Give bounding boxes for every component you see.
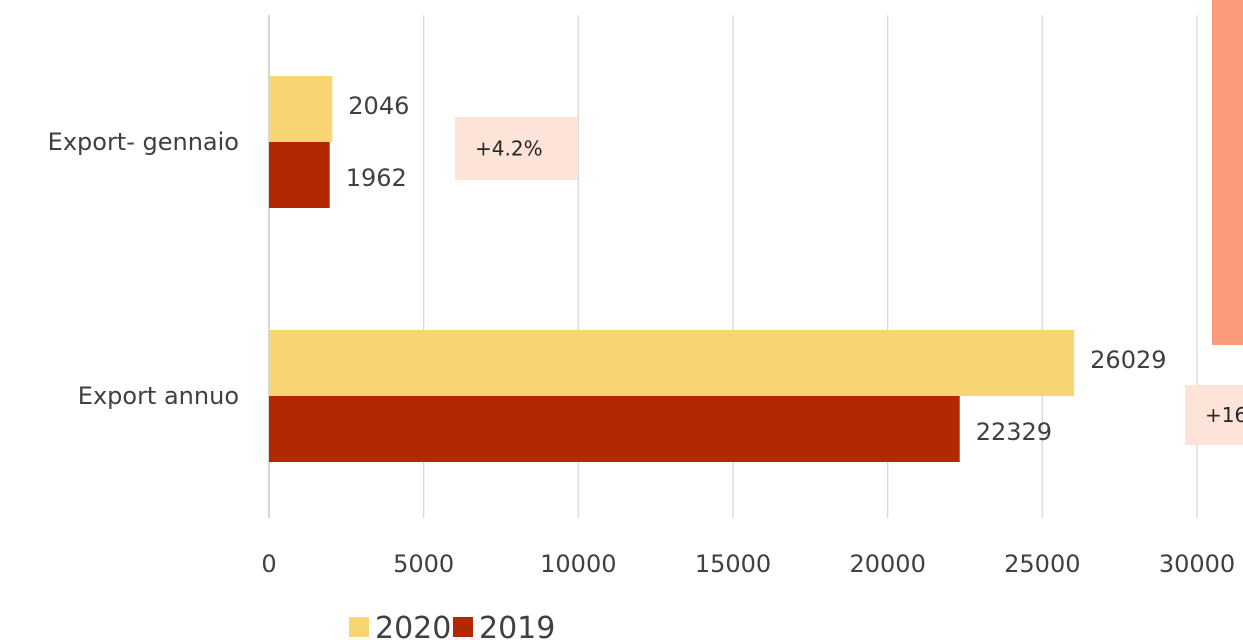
category-label: Export- gennaio bbox=[48, 128, 239, 156]
annotation-label: +4.2% bbox=[475, 137, 543, 161]
legend-swatch-2019 bbox=[453, 617, 473, 637]
legend: 2020 2019 bbox=[349, 611, 555, 640]
annotation-box bbox=[455, 117, 578, 180]
bar bbox=[269, 330, 1075, 396]
x-tick-label: 10000 bbox=[540, 550, 616, 578]
bar bbox=[269, 142, 330, 208]
legend-label: 2019 bbox=[479, 611, 555, 640]
x-tick-label: 0 bbox=[261, 550, 276, 578]
bar bbox=[269, 396, 960, 462]
annotation-label: +16 bbox=[1205, 403, 1243, 427]
data-label: 1962 bbox=[346, 164, 407, 192]
data-label: 22329 bbox=[976, 418, 1052, 446]
x-axis-ticks: 0 5000 10000 15000 20000 25000 30000 bbox=[261, 550, 1235, 578]
annotation-box bbox=[1185, 385, 1243, 445]
legend-label: 2020 bbox=[375, 611, 451, 640]
x-tick-label: 20000 bbox=[849, 550, 925, 578]
category-label: Export annuo bbox=[78, 382, 239, 410]
category-labels: Export- gennaio Export annuo bbox=[48, 128, 239, 410]
accent-bar bbox=[1212, 0, 1243, 345]
x-tick-label: 30000 bbox=[1159, 550, 1235, 578]
x-tick-label: 5000 bbox=[393, 550, 454, 578]
x-tick-label: 25000 bbox=[1004, 550, 1080, 578]
legend-swatch-2020 bbox=[349, 617, 369, 637]
data-label: 2046 bbox=[348, 92, 409, 120]
bar bbox=[269, 76, 333, 142]
gridlines bbox=[268, 15, 1198, 518]
x-tick-label: 15000 bbox=[695, 550, 771, 578]
data-label: 26029 bbox=[1090, 346, 1166, 374]
bars: 2046 1962 26029 22329 bbox=[269, 76, 1167, 462]
annotations: +4.2% +16 bbox=[455, 117, 1243, 445]
